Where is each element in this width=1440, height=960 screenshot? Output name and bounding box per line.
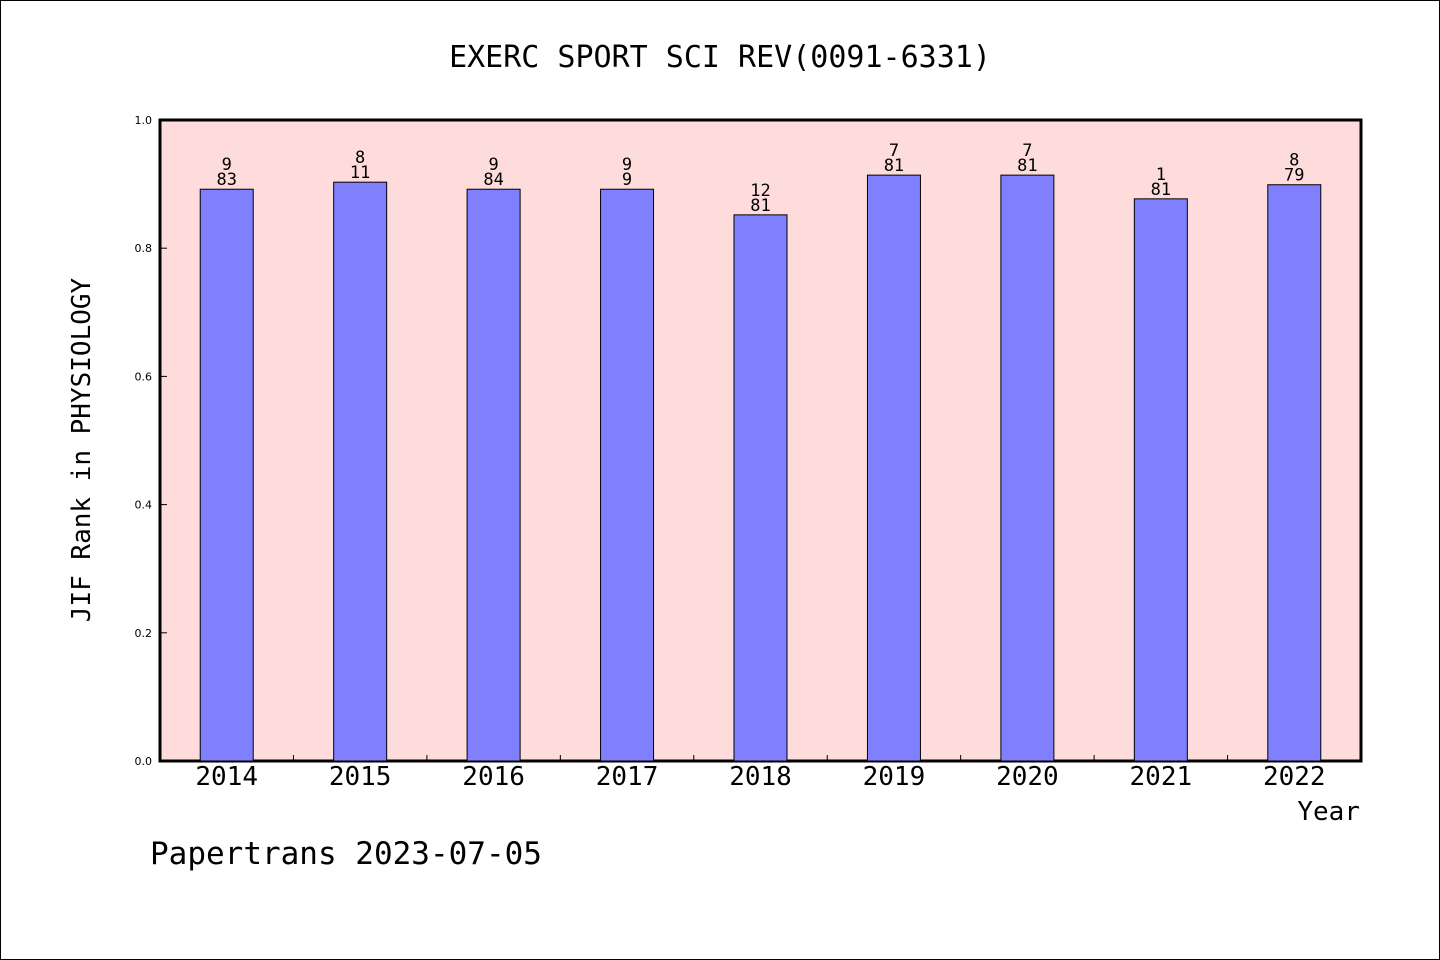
y-tick-label: 0.4 xyxy=(135,499,153,512)
bar-label-bottom: 9 xyxy=(622,170,632,190)
bar-label-top: 9 xyxy=(488,155,498,175)
bar-label-top: 9 xyxy=(622,155,632,175)
bar-label-bottom: 79 xyxy=(1284,166,1304,186)
x-tick-label: 2018 xyxy=(729,762,792,792)
bar-label-top: 12 xyxy=(750,181,770,201)
y-tick-label: 1.0 xyxy=(135,114,153,127)
bar-label-bottom: 81 xyxy=(750,196,770,216)
bar xyxy=(333,181,388,762)
y-tick-label: 0.8 xyxy=(135,242,153,255)
bar-label-bottom: 81 xyxy=(884,156,904,176)
bar-label-top: 7 xyxy=(889,141,899,161)
bar xyxy=(866,174,921,762)
bar xyxy=(466,188,521,762)
bar xyxy=(733,214,788,762)
footer-text: Papertrans 2023-07-05 xyxy=(150,836,542,872)
bar-label-top: 9 xyxy=(222,155,232,175)
x-tick-label: 2015 xyxy=(329,762,392,792)
bar-label-top: 8 xyxy=(1289,151,1299,171)
y-axis: 0.0 0.2 0.4 0.6 0.8 1.0 xyxy=(135,114,167,768)
bar xyxy=(1000,174,1055,762)
bar-label-top: 7 xyxy=(1022,141,1032,161)
bar-label-bottom: 11 xyxy=(350,163,370,183)
bar xyxy=(600,188,655,762)
bar xyxy=(199,188,254,762)
y-tick-label: 0.2 xyxy=(135,627,153,640)
x-axis: 2014 2015 2016 2017 2018 2019 2020 2021 2022 xyxy=(195,755,1326,792)
x-tick-label: 2017 xyxy=(596,762,659,792)
x-tick-label: 2016 xyxy=(462,762,525,792)
x-tick-label: 2021 xyxy=(1130,762,1193,792)
x-axis-label: Year xyxy=(1297,797,1360,827)
x-tick-label: 2022 xyxy=(1263,762,1326,792)
bar xyxy=(1133,198,1188,762)
bar-label-bottom: 83 xyxy=(216,170,236,190)
bar xyxy=(1267,184,1322,762)
chart-title: EXERC SPORT SCI REV(0091-6331) xyxy=(449,40,991,75)
x-tick-label: 2020 xyxy=(996,762,1059,792)
bar-label-bottom: 81 xyxy=(1017,156,1037,176)
bar-label-top: 8 xyxy=(355,148,365,168)
bar-label-bottom: 84 xyxy=(483,170,503,190)
x-tick-label: 2014 xyxy=(195,762,258,792)
bar-label-bottom: 81 xyxy=(1151,180,1171,200)
bar-label-top: 1 xyxy=(1156,165,1166,185)
y-tick-label: 0.6 xyxy=(135,370,153,383)
y-tick-label: 0.0 xyxy=(135,755,153,768)
y-axis-label: JIF Rank in PHYSIOLOGY xyxy=(67,277,97,622)
x-tick-label: 2019 xyxy=(863,762,926,792)
